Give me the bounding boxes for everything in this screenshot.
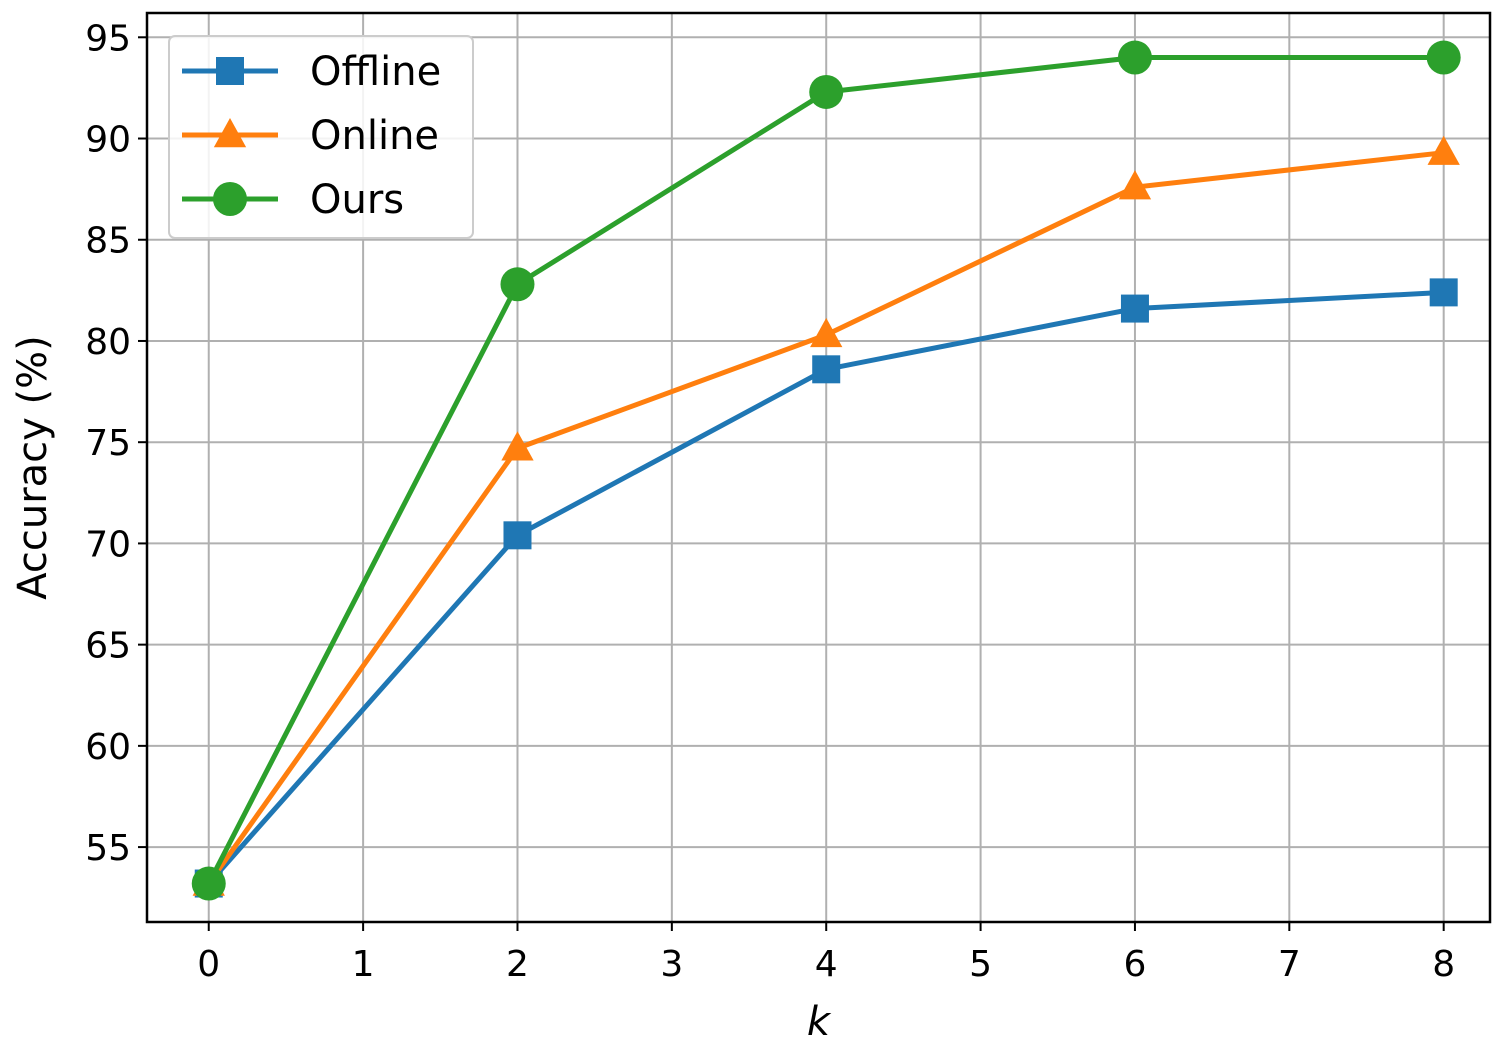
data-point-offline bbox=[1429, 278, 1458, 307]
legend-label-offline: Offline bbox=[310, 49, 441, 95]
data-point-ours bbox=[809, 74, 844, 109]
y-tick-label: 70 bbox=[85, 524, 131, 565]
grid bbox=[147, 13, 1490, 922]
data-point-offline bbox=[812, 355, 841, 384]
x-tick-label: 6 bbox=[1124, 944, 1147, 985]
x-tick-label: 8 bbox=[1432, 944, 1455, 985]
data-point-online bbox=[810, 317, 843, 348]
legend: Offline Online Ours bbox=[168, 35, 474, 239]
data-point-online bbox=[1118, 170, 1152, 200]
legend-label-ours: Ours bbox=[310, 177, 404, 223]
y-tick-label: 90 bbox=[85, 120, 131, 161]
legend-marker-ours bbox=[213, 182, 247, 216]
y-tick-label: 55 bbox=[85, 828, 131, 869]
data-point-ours bbox=[191, 866, 226, 901]
x-tick-label: 4 bbox=[815, 944, 838, 985]
y-tick-label: 60 bbox=[85, 727, 131, 768]
series-online bbox=[192, 135, 1460, 896]
series-ours bbox=[191, 40, 1461, 901]
legend-item-offline: Offline bbox=[182, 49, 441, 95]
data-point-offline bbox=[1120, 294, 1149, 323]
x-tick-label: 5 bbox=[969, 944, 992, 985]
legend-marker-offline bbox=[216, 57, 244, 85]
x-tick-label: 7 bbox=[1278, 944, 1301, 985]
data-point-ours bbox=[1426, 40, 1461, 75]
data-point-ours bbox=[1117, 40, 1152, 75]
legend-label-online: Online bbox=[310, 113, 439, 159]
x-tick-label: 3 bbox=[660, 944, 683, 985]
legend-item-ours: Ours bbox=[182, 177, 404, 223]
ticks: 0 1 2 3 4 5 6 7 8 55 60 65 70 75 80 85 90 95 bbox=[85, 18, 1455, 985]
y-axis-label: Accuracy (%) bbox=[10, 335, 56, 600]
y-tick-label: 75 bbox=[85, 423, 131, 464]
legend-marker-online bbox=[213, 118, 247, 148]
y-tick-label: 65 bbox=[85, 626, 131, 667]
plot-area-frame bbox=[145, 11, 1492, 924]
y-tick-label: 80 bbox=[85, 322, 131, 363]
data-point-ours bbox=[500, 267, 535, 302]
data-point-offline bbox=[503, 521, 532, 550]
x-axis-label: k bbox=[807, 999, 832, 1043]
x-tick-label: 2 bbox=[506, 944, 529, 985]
data-point-online bbox=[501, 431, 534, 461]
y-tick-label: 95 bbox=[85, 18, 131, 59]
y-tick-label: 85 bbox=[85, 221, 131, 262]
x-tick-label: 1 bbox=[352, 944, 375, 985]
data-point-online bbox=[1427, 135, 1460, 165]
series-layer bbox=[191, 40, 1461, 901]
legend-item-online: Online bbox=[182, 113, 439, 159]
x-tick-label: 0 bbox=[197, 944, 220, 985]
legend-box bbox=[168, 35, 474, 239]
